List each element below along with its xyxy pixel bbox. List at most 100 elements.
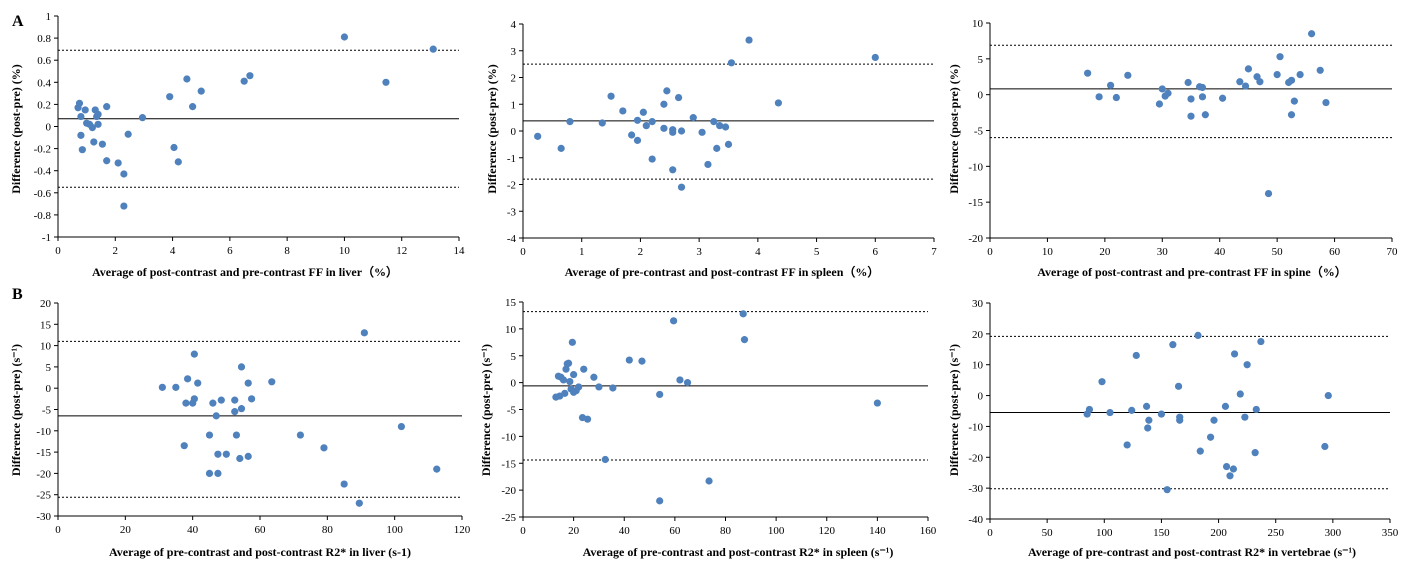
data-point [166,93,174,101]
data-point [559,376,568,384]
x-tick-label: 6 [873,246,879,258]
y-tick-label: -20 [501,485,516,497]
y-tick-label: 1 [46,11,52,23]
data-point [677,127,686,135]
y-tick-label: 20 [972,329,984,341]
data-point [120,170,128,178]
data-point [583,415,592,423]
data-point [566,377,574,386]
x-tick-label: 100 [386,524,403,536]
data-point [669,166,677,174]
y-tick-label: -10 [36,426,51,438]
y-tick-label: -15 [36,447,51,459]
data-point [174,158,182,166]
y-tick-label: 0 [511,378,517,390]
x-tick-label: 4 [755,246,761,258]
y-tick-label: -20 [968,233,983,245]
data-point [670,317,678,325]
data-point [1198,83,1207,92]
data-point [1241,413,1249,421]
y-tick-label: 0.4 [37,77,51,89]
data-point [1145,416,1153,424]
data-point [1107,81,1115,89]
data-point [1084,69,1092,77]
data-point [1112,93,1120,102]
data-point [1251,449,1259,457]
x-tick-label: 7 [931,246,937,258]
x-tick-label: 150 [1153,527,1170,539]
y-tick-label: -25 [501,512,516,524]
data-point [1095,93,1103,101]
data-point [1155,100,1164,108]
y-axis-label: Difference (post-pre) (s⁻¹) [947,344,961,476]
x-tick-label: 350 [1382,527,1399,539]
data-point [222,450,230,458]
data-point [158,383,166,391]
y-tick-label: 0.2 [37,99,51,111]
y-tick-label: -0.8 [34,210,52,222]
x-tick-label: 140 [869,525,886,537]
data-point [382,78,390,86]
data-point [237,405,246,413]
data-point [94,120,102,128]
data-point [1308,30,1316,38]
x-tick-label: 1 [579,246,585,258]
data-point [172,383,180,391]
data-point [705,477,713,485]
data-point [607,92,615,100]
data-point [871,53,879,62]
data-point [232,431,241,439]
data-point [1276,53,1284,61]
data-point [873,399,881,407]
data-point [1241,82,1250,90]
x-tick-label: 0 [520,246,526,258]
data-point [94,110,102,118]
data-point [1098,378,1106,386]
x-tick-label: 20 [1099,246,1111,258]
y-tick-label: 0 [46,383,52,395]
y-tick-label: -2 [507,180,516,192]
x-tick-label: 250 [1267,527,1284,539]
data-point [598,119,606,127]
y-tick-label: -10 [968,161,983,173]
data-point [397,422,405,431]
data-point [562,365,570,373]
x-tick-label: 6 [227,245,233,257]
data-point [580,365,588,373]
data-point [625,356,633,364]
data-point [433,465,441,473]
data-point [189,103,197,111]
data-point [1226,472,1234,480]
data-point [355,499,363,507]
data-point [1198,93,1207,101]
data-point [1201,111,1209,119]
y-tick-label: -0.6 [34,188,52,200]
data-point [648,155,656,163]
data-point [246,72,254,80]
panel-label-b: B [12,286,23,303]
data-point [205,431,214,439]
data-point [683,379,692,387]
data-point [1290,97,1298,105]
data-point [180,442,188,450]
x-tick-label: 8 [284,245,290,257]
x-tick-label: 100 [1096,527,1113,539]
data-point [590,373,598,381]
x-axis-label: Average of post-contrast and pre-contras… [92,264,398,279]
y-tick-label: 0.8 [37,33,51,45]
data-point [1236,390,1244,398]
y-tick-label: 5 [511,351,517,363]
data-point [98,140,106,148]
data-point [698,128,706,136]
data-point [190,350,198,358]
data-point [77,112,85,121]
y-tick-label: 10 [972,18,984,30]
data-point [1206,433,1215,441]
data-point [713,144,721,152]
data-point [217,396,225,404]
y-tick-label: 10 [40,341,52,353]
y-tick-label: -30 [36,511,51,523]
data-point [1287,76,1296,84]
data-point [1243,361,1251,369]
data-point [639,108,647,116]
